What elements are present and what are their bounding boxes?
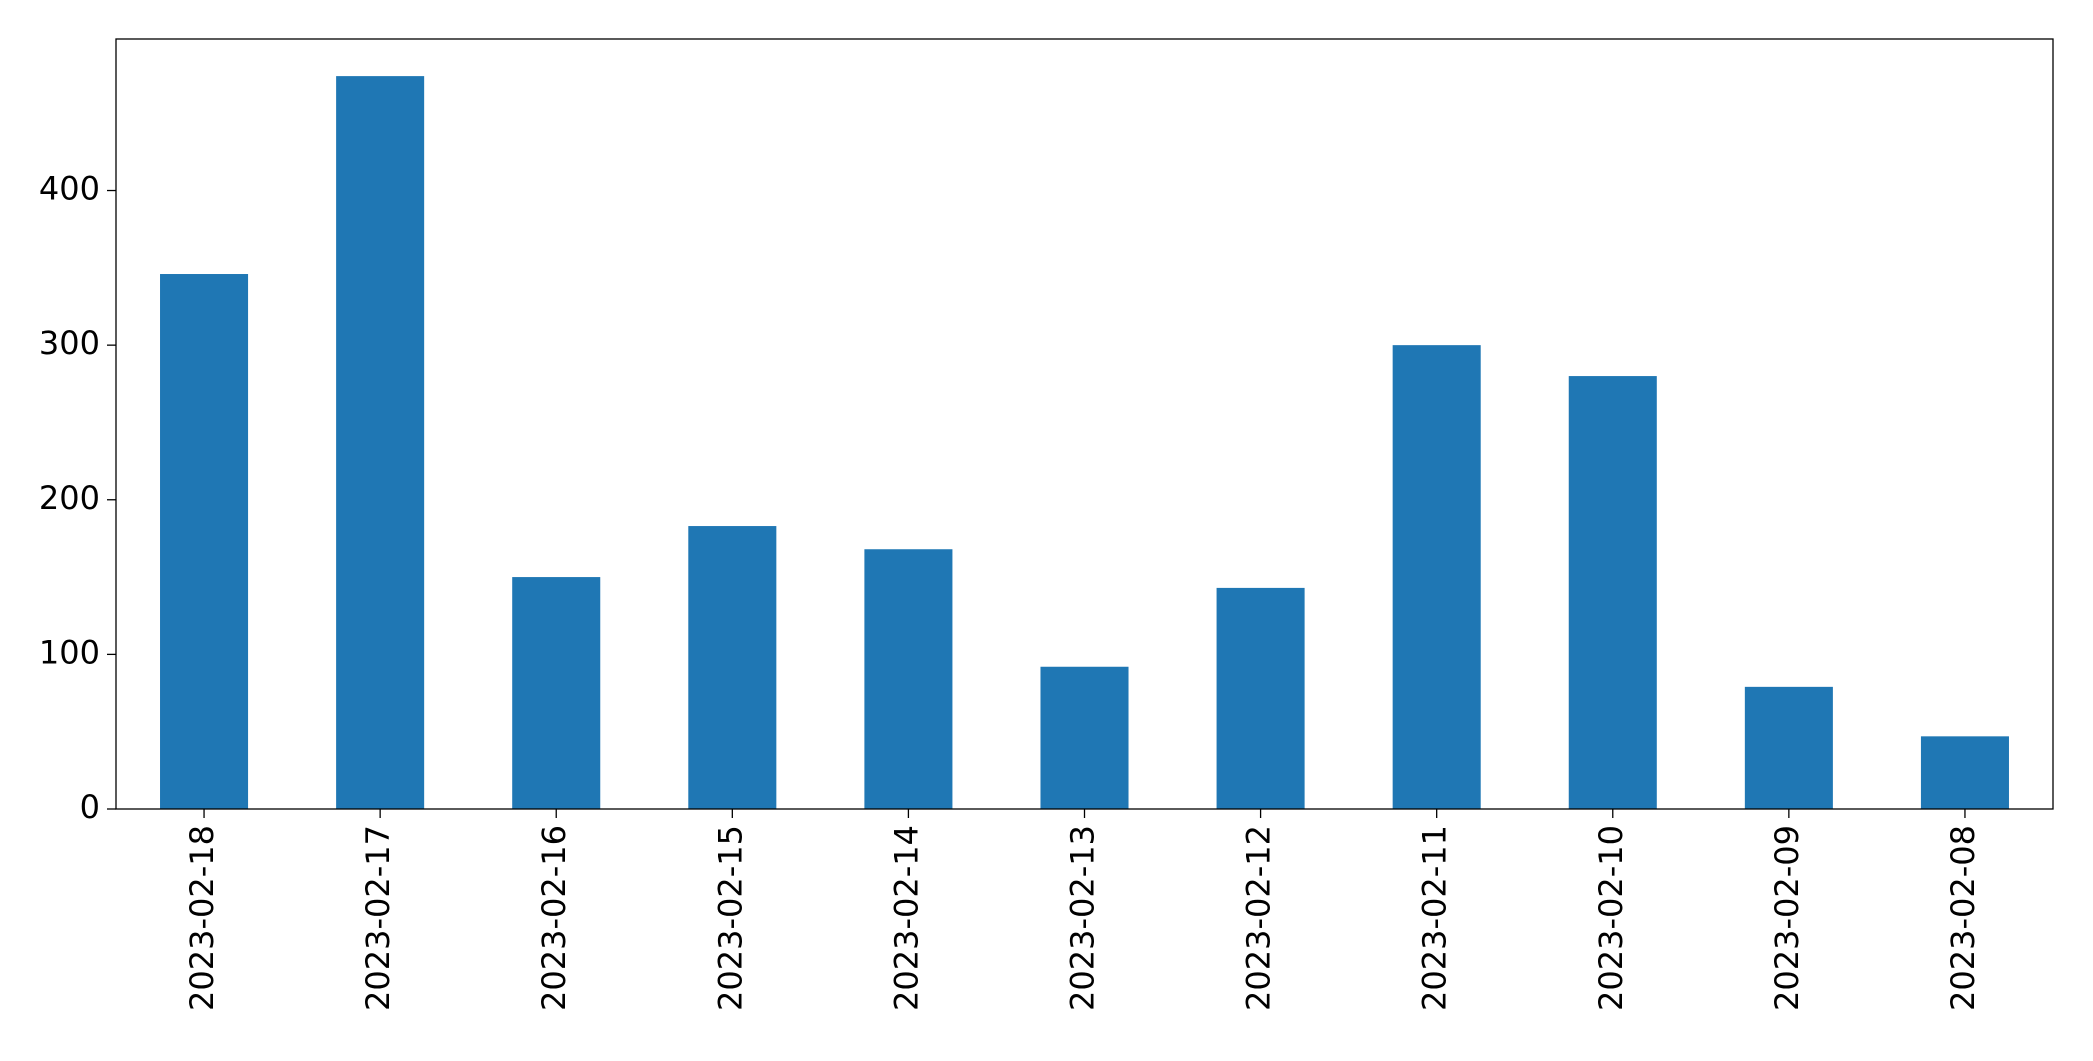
x-tick-label: 2023-02-09 [1768,825,1806,1011]
bar [688,526,777,809]
y-tick-label: 300 [39,324,100,362]
x-tick-label: 2023-02-11 [1416,825,1454,1011]
bar [1568,376,1657,809]
plot-frame [115,38,2054,810]
x-tick-label: 2023-02-15 [711,825,749,1011]
bar [1744,686,1833,809]
x-tick-label: 2023-02-10 [1592,825,1630,1011]
x-tick-label: 2023-02-18 [183,825,221,1011]
y-tick-label: 400 [39,170,100,208]
y-tick-label: 100 [39,633,100,671]
bar [160,274,249,809]
x-tick-label: 2023-02-17 [359,825,397,1011]
x-tick-label: 2023-02-13 [1064,825,1102,1011]
bar [1392,345,1481,809]
x-tick-label: 2023-02-12 [1240,825,1278,1011]
bar [1216,587,1305,809]
y-tick-label: 0 [80,788,100,826]
bar [336,76,425,809]
bar [512,577,601,809]
x-tick-label: 2023-02-16 [535,825,573,1011]
bar [1040,666,1129,809]
y-tick-label: 200 [39,479,100,517]
x-tick-label: 2023-02-08 [1944,825,1982,1011]
bar [864,549,953,809]
bar [1920,736,2009,809]
x-tick-label: 2023-02-14 [887,825,925,1011]
